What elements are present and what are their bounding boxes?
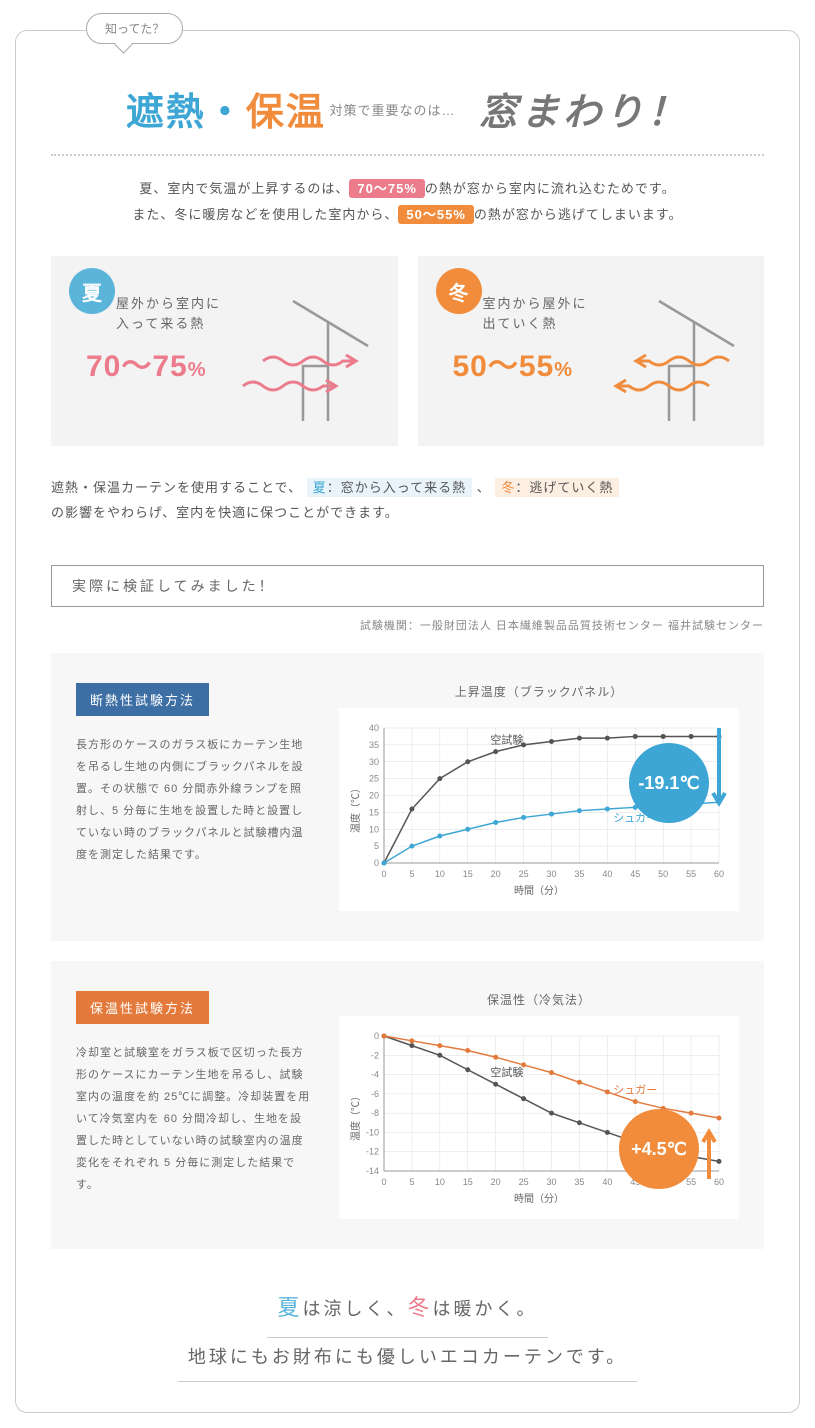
svg-text:-2: -2 xyxy=(371,1051,379,1061)
svg-text:5: 5 xyxy=(374,842,379,852)
speech-bubble: 知ってた？ xyxy=(86,13,183,44)
svg-text:55: 55 xyxy=(686,1177,696,1187)
svg-text:空試験: 空試験 xyxy=(490,733,523,747)
svg-text:温度（℃）: 温度（℃） xyxy=(349,783,362,833)
test2-label: 保温性試験方法 xyxy=(76,991,209,1024)
explain-sep: 、 xyxy=(477,480,491,495)
svg-text:40: 40 xyxy=(602,869,612,879)
intro-text: 夏、室内で気温が上昇するのは、70〜75%の熱が窓から室内に流れ込むためです。 … xyxy=(51,176,764,228)
svg-text:-6: -6 xyxy=(371,1089,379,1099)
test2-block: 保温性試験方法 冷却室と試験室をガラス板で区切った長方形のケースにカーテン生地を… xyxy=(51,961,764,1249)
headline-dot: ・ xyxy=(206,92,246,134)
svg-text:25: 25 xyxy=(519,1177,529,1187)
svg-text:25: 25 xyxy=(519,869,529,879)
test2-desc: 冷却室と試験室をガラス板で区切った長方形のケースにカーテン生地を吊るし、試験室内… xyxy=(76,1042,314,1196)
badge-winter-pct: 50〜55% xyxy=(398,205,473,224)
explanation: 遮熱・保温カーテンを使用することで、 夏：窓から入って来る熱 、 冬：逃げていく… xyxy=(51,476,764,525)
headline-mid: 対策で重要なのは… xyxy=(330,103,456,118)
heat-arrow-in-2 xyxy=(238,376,348,396)
summer-panel: 夏 屋外から室内に入って来る熱 70〜75% xyxy=(51,256,398,446)
season-panels: 夏 屋外から室内に入って来る熱 70〜75% 冬 室内から屋外に出ていく熱 50… xyxy=(51,256,764,446)
footer-line2: 地球にもお財布にも優しいエコカーテンです。 xyxy=(178,1338,637,1383)
test1-label: 断熱性試験方法 xyxy=(76,683,209,716)
winter-panel: 冬 室内から屋外に出ていく熱 50〜55% xyxy=(418,256,765,446)
heat-arrow-out-1 xyxy=(624,351,734,371)
main-container: 知ってた？ 遮熱・保温 対策で重要なのは… 窓まわり！ 夏、室内で気温が上昇する… xyxy=(15,30,800,1413)
test1-left: 断熱性試験方法 長方形のケースのガラス板にカーテン生地を吊るし生地の内側にブラッ… xyxy=(76,683,314,911)
svg-text:30: 30 xyxy=(546,1177,556,1187)
svg-text:50: 50 xyxy=(658,869,668,879)
svg-text:-14: -14 xyxy=(366,1166,379,1176)
svg-text:35: 35 xyxy=(574,869,584,879)
test1-desc: 長方形のケースのガラス板にカーテン生地を吊るし生地の内側にブラックパネルを設置。… xyxy=(76,734,314,866)
svg-text:時間（分）: 時間（分） xyxy=(514,1193,564,1205)
test1-result-badge: -19.1℃ xyxy=(629,743,709,823)
svg-text:15: 15 xyxy=(463,1177,473,1187)
heat-arrow-in-1 xyxy=(258,351,368,371)
svg-text:時間（分）: 時間（分） xyxy=(514,885,564,897)
svg-text:25: 25 xyxy=(369,774,379,784)
winter-circle: 冬 xyxy=(436,268,482,314)
svg-text:30: 30 xyxy=(546,869,556,879)
intro-l1b: の熱が窓から室内に流れ込むためです。 xyxy=(425,181,676,196)
svg-text:0: 0 xyxy=(381,869,386,879)
test-organization: 試験機関：一般財団法人 日本繊維製品品質技術センター 福井試験センター xyxy=(51,617,764,633)
svg-text:15: 15 xyxy=(463,869,473,879)
explain-b: の影響をやわらげ、室内を快適に保つことができます。 xyxy=(51,505,399,520)
svg-text:40: 40 xyxy=(369,723,379,733)
svg-text:シュガー: シュガー xyxy=(613,1084,657,1097)
footer: 夏は涼しく、冬は暖かく。 地球にもお財布にも優しいエコカーテンです。 xyxy=(51,1284,764,1382)
svg-text:55: 55 xyxy=(686,869,696,879)
svg-text:5: 5 xyxy=(409,869,414,879)
svg-text:0: 0 xyxy=(374,1031,379,1041)
verification-title: 実際に検証してみました！ xyxy=(51,565,764,607)
svg-text:40: 40 xyxy=(602,1177,612,1187)
test2-left: 保温性試験方法 冷却室と試験室をガラス板で区切った長方形のケースにカーテン生地を… xyxy=(76,991,314,1219)
headline-blue: 遮熱 xyxy=(126,92,206,134)
svg-text:-4: -4 xyxy=(371,1070,379,1080)
down-arrow-icon xyxy=(709,723,729,813)
test2-right: 保温性（冷気法） -14 -12 -10 -8 -6 -4 -2 0 0 5 10 15 20 25 30 3… xyxy=(339,991,739,1219)
svg-text:60: 60 xyxy=(714,869,724,879)
intro-l2a: また、冬に暖房などを使用した室内から、 xyxy=(132,207,398,222)
svg-text:10: 10 xyxy=(435,1177,445,1187)
svg-text:20: 20 xyxy=(369,791,379,801)
svg-text:0: 0 xyxy=(374,858,379,868)
test1-chart-title: 上昇温度（ブラックパネル） xyxy=(339,683,739,700)
svg-text:20: 20 xyxy=(491,869,501,879)
headline-end: 窓まわり！ xyxy=(479,92,689,134)
explain-winter: 冬：逃げていく熱 xyxy=(495,478,619,497)
test1-right: 上昇温度（ブラックパネル） 0 5 10 15 20 25 30 35 40 0 5 10 15 20 25… xyxy=(339,683,739,911)
svg-text:0: 0 xyxy=(381,1177,386,1187)
svg-text:30: 30 xyxy=(369,757,379,767)
svg-text:10: 10 xyxy=(369,825,379,835)
footer-line1: 夏は涼しく、冬は暖かく。 xyxy=(267,1284,547,1337)
badge-summer-pct: 70〜75% xyxy=(349,179,424,198)
intro-l2b: の熱が窓から逃げてしまいます。 xyxy=(474,207,683,222)
svg-text:20: 20 xyxy=(491,1177,501,1187)
svg-text:15: 15 xyxy=(369,808,379,818)
svg-text:35: 35 xyxy=(574,1177,584,1187)
svg-text:-12: -12 xyxy=(366,1147,379,1157)
svg-text:35: 35 xyxy=(369,740,379,750)
svg-text:-10: -10 xyxy=(366,1128,379,1138)
svg-text:45: 45 xyxy=(630,869,640,879)
intro-l1a: 夏、室内で気温が上昇するのは、 xyxy=(139,181,349,196)
up-arrow-icon xyxy=(699,1124,719,1184)
test2-chart-title: 保温性（冷気法） xyxy=(339,991,739,1008)
svg-text:-8: -8 xyxy=(371,1109,379,1119)
test1-block: 断熱性試験方法 長方形のケースのガラス板にカーテン生地を吊るし生地の内側にブラッ… xyxy=(51,653,764,941)
heat-arrow-out-2 xyxy=(604,376,714,396)
svg-text:温度（℃）: 温度（℃） xyxy=(349,1091,362,1141)
explain-a: 遮熱・保温カーテンを使用することで、 xyxy=(51,480,302,495)
svg-text:10: 10 xyxy=(435,869,445,879)
headline: 遮熱・保温 対策で重要なのは… 窓まわり！ xyxy=(51,81,764,156)
test2-result-badge: +4.5℃ xyxy=(619,1109,699,1189)
svg-text:空試験: 空試験 xyxy=(490,1066,523,1080)
headline-orange: 保温 xyxy=(246,92,326,134)
summer-circle: 夏 xyxy=(69,268,115,314)
explain-summer: 夏：窓から入って来る熱 xyxy=(307,478,472,497)
svg-text:5: 5 xyxy=(409,1177,414,1187)
